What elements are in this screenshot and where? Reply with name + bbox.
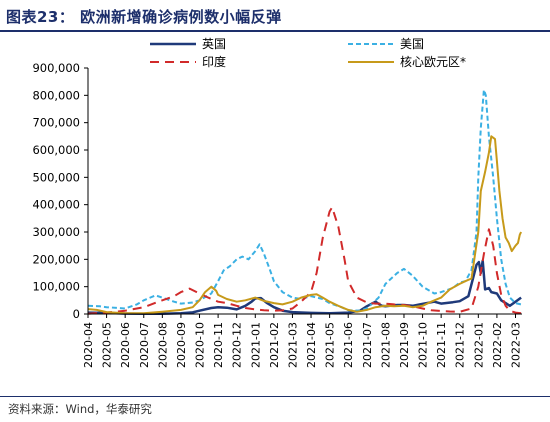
x-tick-label: 2020-07 — [138, 322, 151, 368]
legend-label: 英国 — [202, 37, 226, 51]
x-tick-label: 2022-02 — [491, 322, 504, 368]
x-tick-label: 2022-01 — [472, 322, 485, 368]
x-tick-label: 2021-06 — [342, 322, 355, 368]
y-tick-label: 0 — [73, 307, 80, 321]
x-tick-label: 2021-01 — [249, 322, 262, 368]
x-tick-label: 2021-04 — [305, 322, 318, 368]
x-tick-label: 2020-12 — [231, 322, 244, 368]
axes: 0 100,000 200,000 300,000 400,000 500,000 600,… — [32, 61, 522, 368]
x-tick-label: 2020-05 — [101, 322, 114, 368]
series-line-1 — [87, 259, 522, 316]
series-line-2 — [87, 88, 522, 312]
x-tick-label: 2021-11 — [435, 322, 448, 368]
source-note: 资料来源：Wind，华泰研究 — [8, 402, 152, 416]
legend-label: 美国 — [400, 37, 424, 51]
series-line-3 — [87, 206, 522, 315]
y-tick-label: 200,000 — [32, 252, 80, 266]
x-tick-label: 2021-12 — [454, 322, 467, 368]
x-tick-label: 2021-03 — [286, 322, 299, 368]
title-divider — [0, 30, 550, 32]
x-tick-label: 2020-11 — [212, 322, 225, 368]
y-tick-label: 700,000 — [32, 116, 80, 130]
x-tick-label: 2021-08 — [379, 322, 392, 368]
x-tick-label: 2020-09 — [175, 322, 188, 368]
y-tick-label: 300,000 — [32, 225, 80, 239]
y-tick-label: 400,000 — [32, 198, 80, 212]
y-tick-label: 100,000 — [32, 280, 80, 294]
x-tick-label: 2021-10 — [417, 322, 430, 368]
source-divider — [0, 396, 550, 397]
x-tick-label: 2020-04 — [82, 322, 95, 368]
legend-label: 核心欧元区* — [400, 55, 466, 69]
x-tick-label: 2020-10 — [194, 322, 207, 368]
x-tick-label: 2020-06 — [119, 322, 132, 368]
x-tick-label: 2022-03 — [509, 322, 522, 368]
y-tick-label: 500,000 — [32, 170, 80, 184]
chart-title: 图表23： 欧洲新增确诊病例数小幅反弹 — [6, 8, 282, 26]
y-tick-label: 900,000 — [32, 61, 80, 75]
x-tick-label: 2021-02 — [268, 322, 281, 368]
y-tick-label: 800,000 — [32, 88, 80, 102]
plot-lines — [87, 88, 523, 316]
line-chart: 0 100,000 200,000 300,000 400,000 500,000 600,… — [32, 37, 523, 368]
x-tick-label: 2021-09 — [398, 322, 411, 368]
x-tick-label: 2021-05 — [324, 322, 337, 368]
y-tick-label: 600,000 — [32, 143, 80, 157]
legend-label: 印度 — [202, 54, 226, 69]
x-tick-label: 2021-07 — [361, 322, 374, 368]
series-line-4 — [87, 135, 523, 315]
x-tick-label: 2020-08 — [156, 322, 169, 368]
